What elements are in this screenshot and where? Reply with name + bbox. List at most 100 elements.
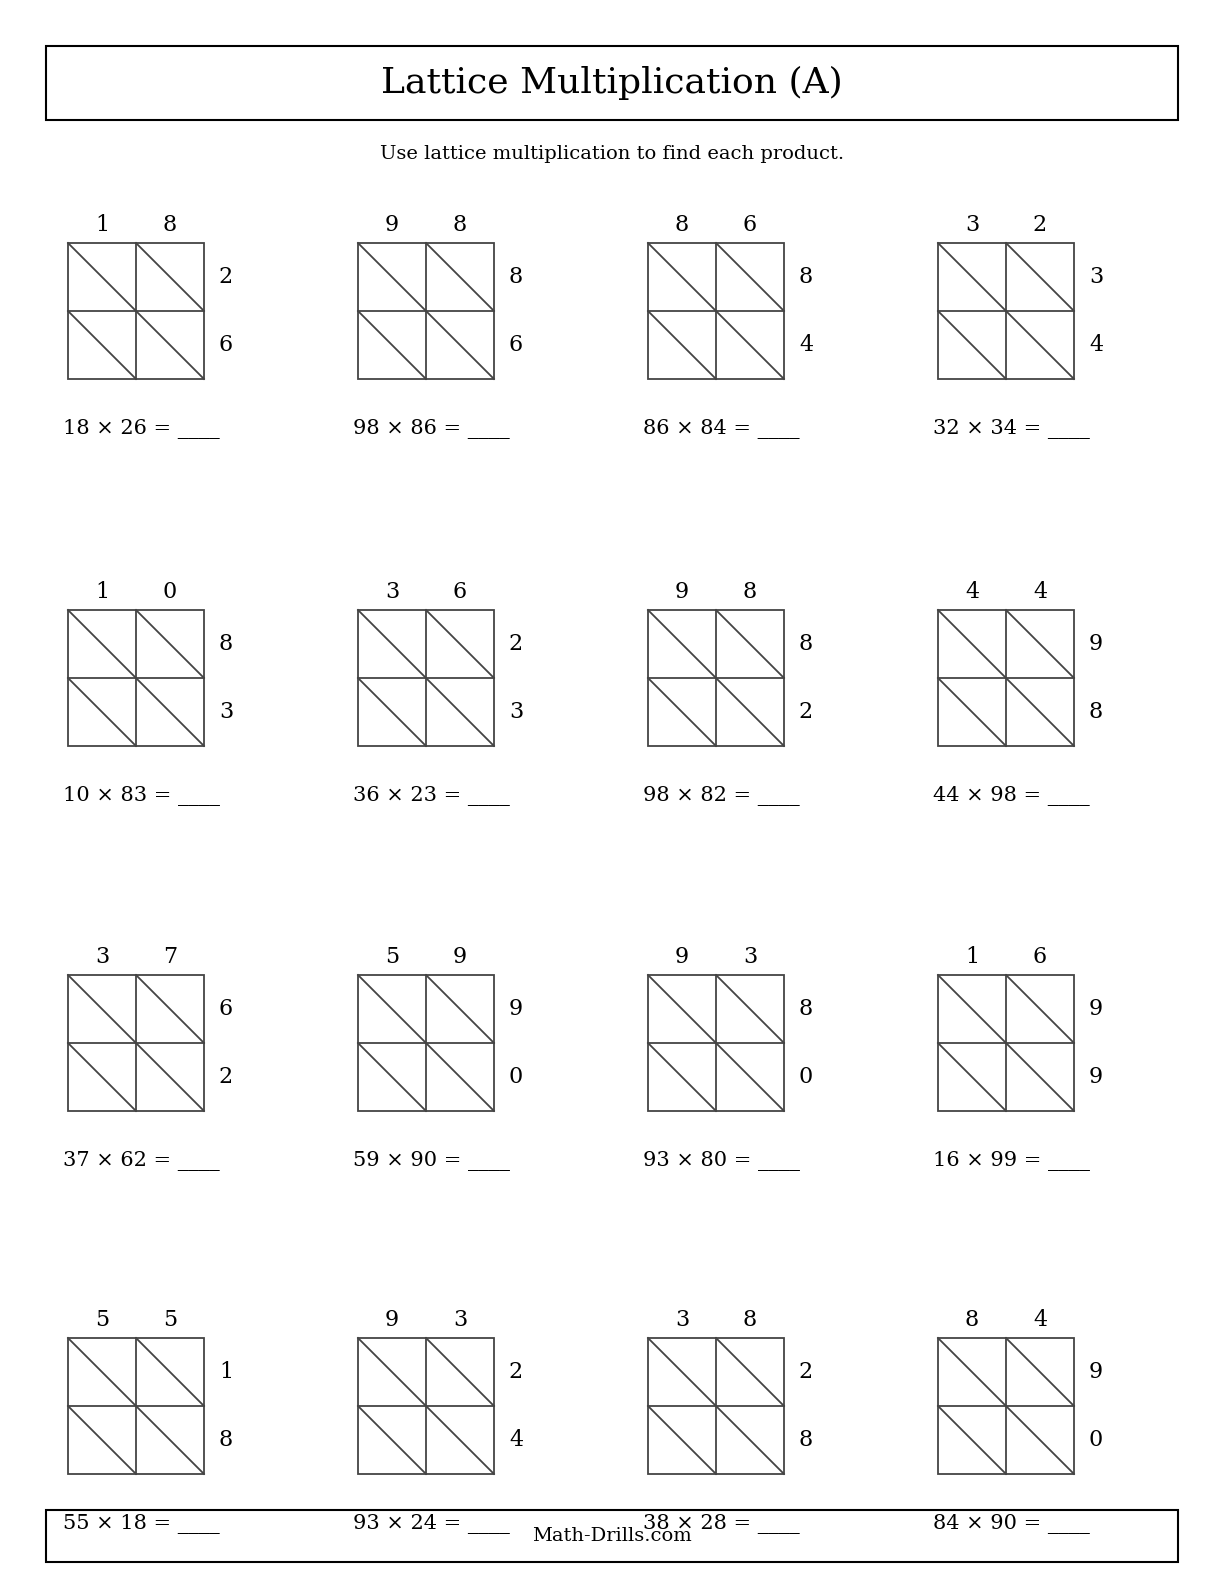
Text: 6: 6: [219, 998, 233, 1020]
Text: 98 × 82 = ____: 98 × 82 = ____: [643, 786, 799, 806]
Bar: [47, 1510, 1177, 1562]
Bar: [938, 610, 1073, 746]
Text: 3: 3: [743, 946, 758, 968]
Text: 8: 8: [453, 214, 468, 236]
Text: 9: 9: [1089, 1361, 1103, 1383]
Text: 8: 8: [674, 214, 689, 236]
Text: 2: 2: [509, 1361, 523, 1383]
Text: 5: 5: [95, 1308, 109, 1331]
Text: 5: 5: [384, 946, 399, 968]
Bar: [47, 46, 1177, 120]
Bar: [357, 976, 494, 1110]
Text: 3: 3: [219, 702, 233, 722]
Text: 6: 6: [219, 334, 233, 356]
Text: 18 × 26 = ____: 18 × 26 = ____: [62, 420, 220, 439]
Bar: [938, 976, 1073, 1110]
Text: 9: 9: [509, 998, 523, 1020]
Text: 6: 6: [509, 334, 523, 356]
Text: 2: 2: [1033, 214, 1047, 236]
Bar: [938, 1338, 1073, 1475]
Text: 9: 9: [384, 214, 399, 236]
Bar: [69, 976, 204, 1110]
Bar: [357, 242, 494, 379]
Text: 6: 6: [453, 581, 468, 604]
Text: 4: 4: [1033, 581, 1047, 604]
Text: 5: 5: [163, 1308, 177, 1331]
Text: 9: 9: [674, 946, 689, 968]
Text: 9: 9: [453, 946, 468, 968]
Text: 3: 3: [453, 1308, 468, 1331]
Text: 10 × 83 = ____: 10 × 83 = ____: [62, 786, 220, 806]
Text: 32 × 34 = ____: 32 × 34 = ____: [933, 420, 1089, 439]
Text: 3: 3: [509, 702, 523, 722]
Bar: [647, 1338, 785, 1475]
Text: 59 × 90 = ____: 59 × 90 = ____: [353, 1152, 510, 1171]
Text: 9: 9: [1089, 998, 1103, 1020]
Bar: [69, 1338, 204, 1475]
Text: 86 × 84 = ____: 86 × 84 = ____: [643, 420, 799, 439]
Text: 0: 0: [163, 581, 177, 604]
Text: 0: 0: [799, 1066, 813, 1088]
Text: 84 × 90 = ____: 84 × 90 = ____: [933, 1514, 1089, 1533]
Text: 6: 6: [743, 214, 758, 236]
Text: 9: 9: [674, 581, 689, 604]
Bar: [69, 242, 204, 379]
Text: 1: 1: [965, 946, 979, 968]
Text: 2: 2: [799, 702, 813, 722]
Text: 8: 8: [799, 634, 813, 656]
Bar: [647, 610, 785, 746]
Text: 2: 2: [219, 266, 233, 288]
Text: 1: 1: [95, 581, 109, 604]
Text: 8: 8: [219, 634, 233, 656]
Text: 0: 0: [509, 1066, 523, 1088]
Text: Lattice Multiplication (A): Lattice Multiplication (A): [381, 67, 843, 100]
Text: 0: 0: [1089, 1429, 1103, 1451]
Text: 2: 2: [509, 634, 523, 656]
Text: 98 × 86 = ____: 98 × 86 = ____: [353, 420, 509, 439]
Bar: [938, 242, 1073, 379]
Bar: [357, 610, 494, 746]
Text: 3: 3: [965, 214, 979, 236]
Bar: [69, 610, 204, 746]
Text: 4: 4: [509, 1429, 523, 1451]
Text: 16 × 99 = ____: 16 × 99 = ____: [933, 1152, 1091, 1171]
Text: 3: 3: [674, 1308, 689, 1331]
Text: 36 × 23 = ____: 36 × 23 = ____: [353, 786, 510, 806]
Text: 2: 2: [219, 1066, 233, 1088]
Text: 8: 8: [1089, 702, 1103, 722]
Text: 8: 8: [219, 1429, 233, 1451]
Text: 9: 9: [1089, 1066, 1103, 1088]
Text: 2: 2: [799, 1361, 813, 1383]
Text: 8: 8: [965, 1308, 979, 1331]
Text: 38 × 28 = ____: 38 × 28 = ____: [643, 1514, 799, 1533]
Text: 1: 1: [219, 1361, 233, 1383]
Text: 6: 6: [1033, 946, 1047, 968]
Text: 93 × 24 = ____: 93 × 24 = ____: [353, 1514, 510, 1533]
Text: 9: 9: [384, 1308, 399, 1331]
Text: 8: 8: [743, 1308, 758, 1331]
Text: 8: 8: [743, 581, 758, 604]
Bar: [357, 1338, 494, 1475]
Text: 93 × 80 = ____: 93 × 80 = ____: [643, 1152, 800, 1171]
Bar: [647, 242, 785, 379]
Text: Use lattice multiplication to find each product.: Use lattice multiplication to find each …: [379, 146, 845, 163]
Text: 9: 9: [1089, 634, 1103, 656]
Text: 8: 8: [163, 214, 177, 236]
Text: 44 × 98 = ____: 44 × 98 = ____: [933, 786, 1089, 806]
Text: 3: 3: [384, 581, 399, 604]
Text: 4: 4: [965, 581, 979, 604]
Text: 7: 7: [163, 946, 177, 968]
Text: 4: 4: [799, 334, 813, 356]
Text: 4: 4: [1089, 334, 1103, 356]
Text: 37 × 62 = ____: 37 × 62 = ____: [62, 1152, 220, 1171]
Text: 8: 8: [799, 1429, 813, 1451]
Text: 8: 8: [799, 998, 813, 1020]
Text: 4: 4: [1033, 1308, 1047, 1331]
Text: 1: 1: [95, 214, 109, 236]
Text: 8: 8: [799, 266, 813, 288]
Text: 8: 8: [509, 266, 523, 288]
Bar: [647, 976, 785, 1110]
Text: 55 × 18 = ____: 55 × 18 = ____: [62, 1514, 220, 1533]
Text: 3: 3: [1089, 266, 1103, 288]
Text: 3: 3: [95, 946, 109, 968]
